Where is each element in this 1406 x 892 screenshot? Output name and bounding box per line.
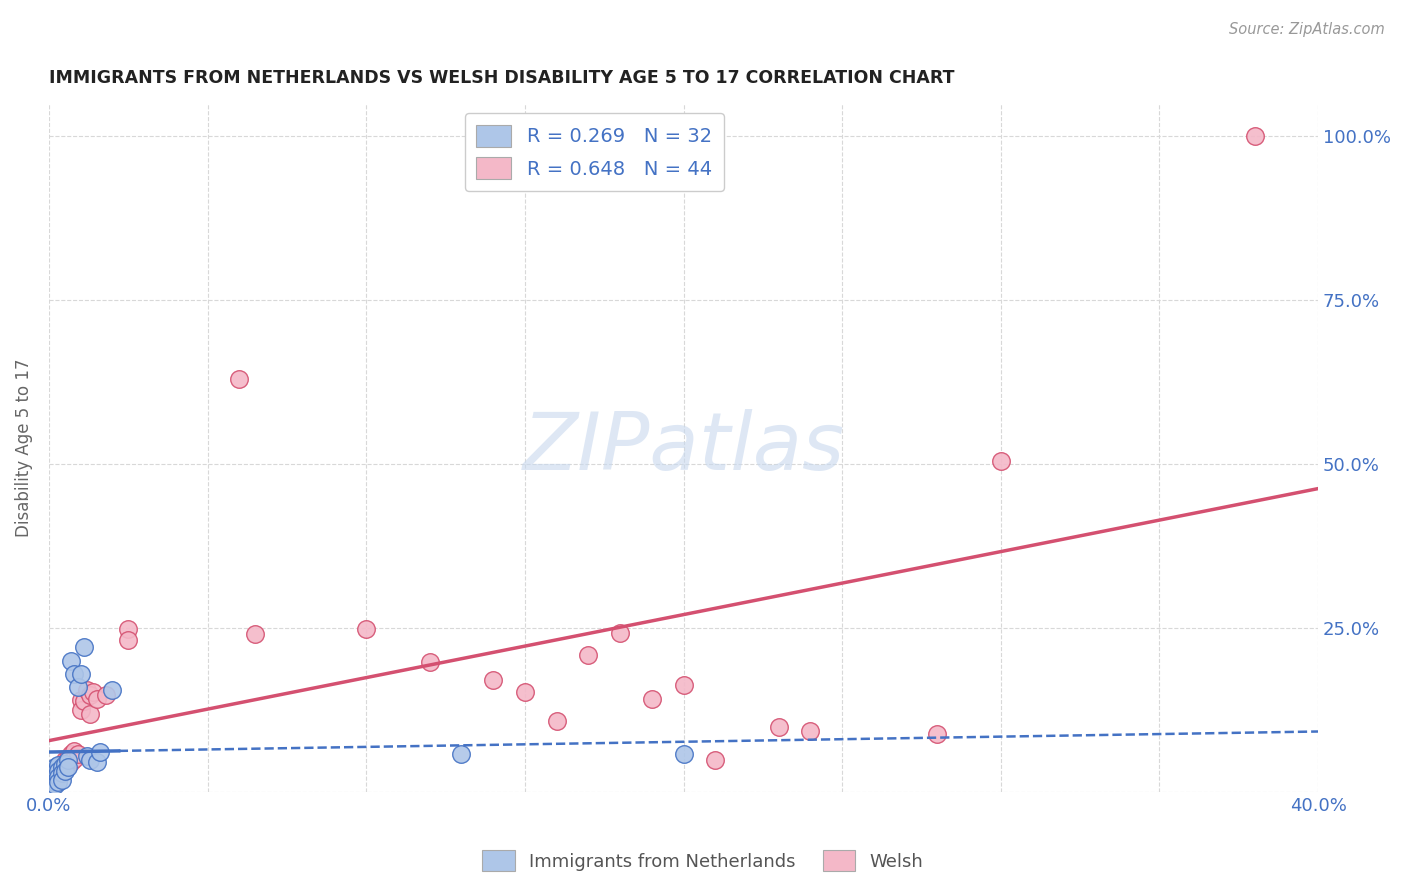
- Text: ZIPatlas: ZIPatlas: [523, 409, 845, 486]
- Point: [53, 762, 76, 776]
- Point: [60, 654, 83, 668]
- Point: [48, 764, 70, 778]
- Point: [48, 764, 70, 778]
- Point: [41, 765, 63, 780]
- Point: [51, 766, 73, 780]
- Point: [101, 683, 124, 698]
- Point: [117, 622, 139, 636]
- Point: [48, 768, 70, 782]
- Point: [44, 775, 66, 789]
- Point: [51, 760, 73, 774]
- Point: [56, 758, 79, 772]
- Point: [86, 755, 108, 769]
- Point: [356, 622, 378, 636]
- Point: [41, 766, 63, 780]
- Point: [513, 685, 536, 699]
- Point: [86, 691, 108, 706]
- Point: [53, 753, 76, 767]
- Point: [56, 760, 79, 774]
- Point: [576, 648, 599, 663]
- Point: [768, 721, 790, 735]
- Legend: R = 0.269   N = 32, R = 0.648   N = 44: R = 0.269 N = 32, R = 0.648 N = 44: [465, 113, 724, 191]
- Point: [419, 655, 441, 669]
- Point: [94, 688, 117, 702]
- Point: [60, 755, 83, 769]
- Point: [41, 775, 63, 789]
- Point: [117, 632, 139, 647]
- Text: Source: ZipAtlas.com: Source: ZipAtlas.com: [1229, 22, 1385, 37]
- Point: [48, 770, 70, 784]
- Point: [63, 744, 86, 758]
- Point: [66, 680, 89, 694]
- Point: [672, 747, 695, 761]
- Point: [927, 727, 949, 741]
- Text: IMMIGRANTS FROM NETHERLANDS VS WELSH DISABILITY AGE 5 TO 17 CORRELATION CHART: IMMIGRANTS FROM NETHERLANDS VS WELSH DIS…: [49, 69, 955, 87]
- Point: [41, 772, 63, 786]
- Point: [76, 683, 98, 698]
- Point: [89, 745, 111, 759]
- Point: [44, 778, 66, 792]
- Point: [73, 640, 96, 655]
- Point: [44, 765, 66, 780]
- Point: [63, 752, 86, 766]
- Point: [245, 627, 267, 641]
- Point: [48, 775, 70, 789]
- Point: [44, 760, 66, 774]
- Legend: Immigrants from Netherlands, Welsh: Immigrants from Netherlands, Welsh: [475, 843, 931, 879]
- Point: [704, 753, 727, 767]
- Point: [73, 694, 96, 708]
- Point: [53, 764, 76, 778]
- Point: [56, 753, 79, 767]
- Point: [69, 703, 91, 717]
- Point: [1243, 129, 1265, 144]
- Point: [66, 747, 89, 761]
- Point: [41, 768, 63, 782]
- Point: [51, 772, 73, 787]
- Point: [799, 724, 821, 739]
- Point: [60, 747, 83, 761]
- Point: [79, 688, 101, 702]
- Point: [79, 707, 101, 722]
- Point: [53, 757, 76, 772]
- Point: [672, 678, 695, 692]
- Point: [56, 750, 79, 764]
- Point: [63, 666, 86, 681]
- Point: [228, 372, 250, 386]
- Point: [82, 685, 104, 699]
- Point: [69, 693, 91, 707]
- Point: [48, 758, 70, 772]
- Y-axis label: Disability Age 5 to 17: Disability Age 5 to 17: [15, 359, 32, 537]
- Point: [44, 770, 66, 784]
- Point: [79, 753, 101, 767]
- Point: [546, 714, 568, 728]
- Point: [51, 760, 73, 774]
- Point: [76, 748, 98, 763]
- Point: [44, 772, 66, 787]
- Point: [609, 626, 631, 640]
- Point: [69, 666, 91, 681]
- Point: [44, 770, 66, 784]
- Point: [641, 691, 664, 706]
- Point: [450, 747, 472, 761]
- Point: [482, 673, 505, 688]
- Point: [51, 766, 73, 780]
- Point: [990, 453, 1012, 467]
